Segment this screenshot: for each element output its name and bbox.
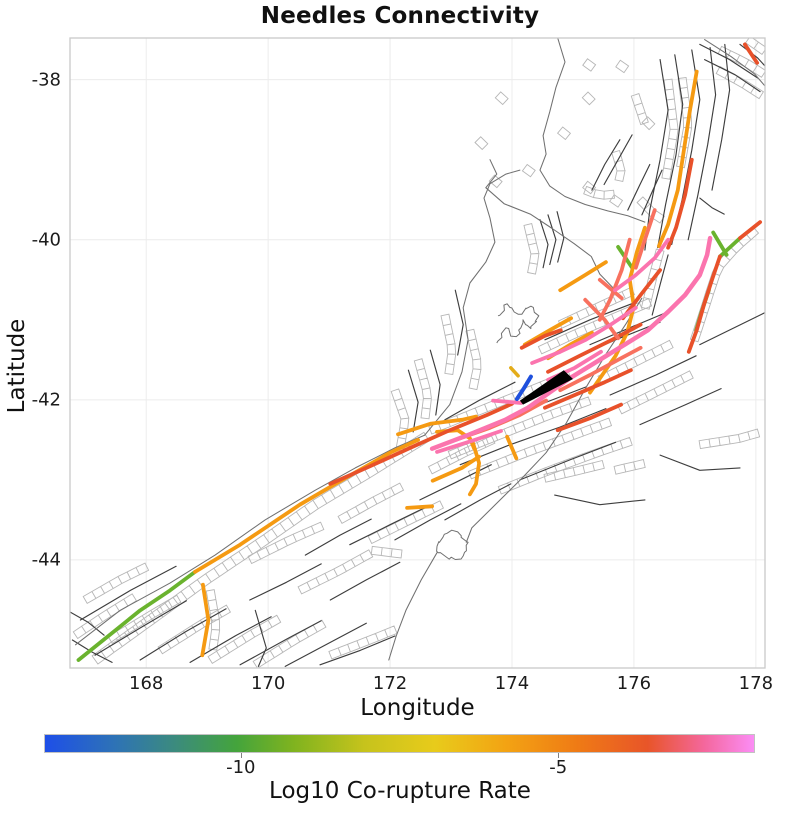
chart-title: Needles Connectivity <box>260 3 540 29</box>
x-axis-title: Longitude <box>360 695 475 721</box>
colorbar-tick-mark <box>240 753 242 758</box>
x-tick-label: 172 <box>372 673 408 694</box>
x-tick-label: 174 <box>494 673 530 694</box>
x-tick-label: 176 <box>616 673 652 694</box>
y-tick-label: -44 <box>31 549 61 571</box>
y-tick-label: -40 <box>31 229 61 251</box>
y-axis-title: Latitude <box>4 318 30 414</box>
colorbar-tick-label: -10 <box>226 757 256 778</box>
y-tick-label: -38 <box>31 69 61 91</box>
colorbar-tick-label: -5 <box>549 757 568 778</box>
y-tick-label: -42 <box>31 389 61 411</box>
colorbar-title: Log10 Co-rupture Rate <box>269 778 531 804</box>
x-tick-label: 170 <box>250 673 286 694</box>
x-tick-label: 168 <box>129 673 164 694</box>
colorbar-gradient <box>44 734 755 753</box>
x-tick-label: 178 <box>738 673 774 694</box>
colorbar-tick-mark <box>558 753 560 758</box>
